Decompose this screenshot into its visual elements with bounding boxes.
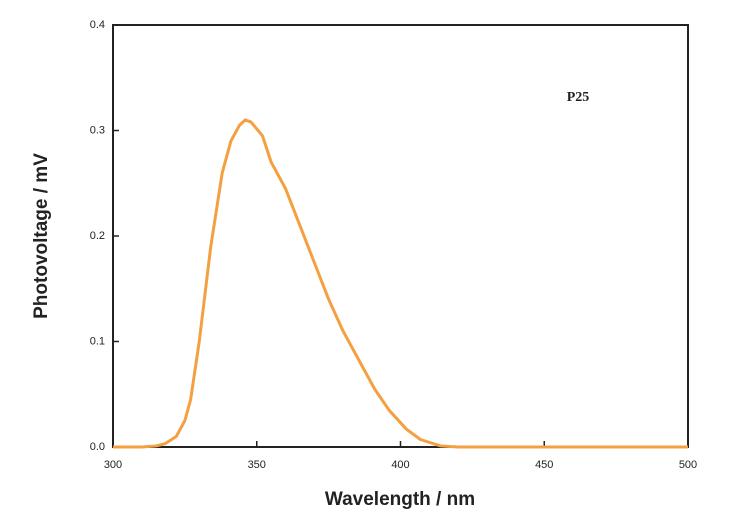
y-tick-label: 0.2 xyxy=(90,230,105,242)
x-axis-label: Wavelength / nm xyxy=(325,489,475,510)
y-tick-label: 0.4 xyxy=(90,19,105,31)
y-tick-label: 0.3 xyxy=(90,124,105,136)
x-tick-label: 350 xyxy=(248,459,266,471)
x-tick-label: 300 xyxy=(104,459,122,471)
x-tick-label: 450 xyxy=(535,459,553,471)
y-axis-label: Photovoltage / mV xyxy=(31,153,52,319)
x-tick-label: 400 xyxy=(391,459,409,471)
y-tick-label: 0.1 xyxy=(90,335,105,347)
annotation: P25 xyxy=(567,90,590,105)
plot-frame xyxy=(112,24,689,448)
y-tick-label: 0.0 xyxy=(90,441,105,453)
data-line xyxy=(113,118,688,449)
x-tick-label: 500 xyxy=(679,459,697,471)
